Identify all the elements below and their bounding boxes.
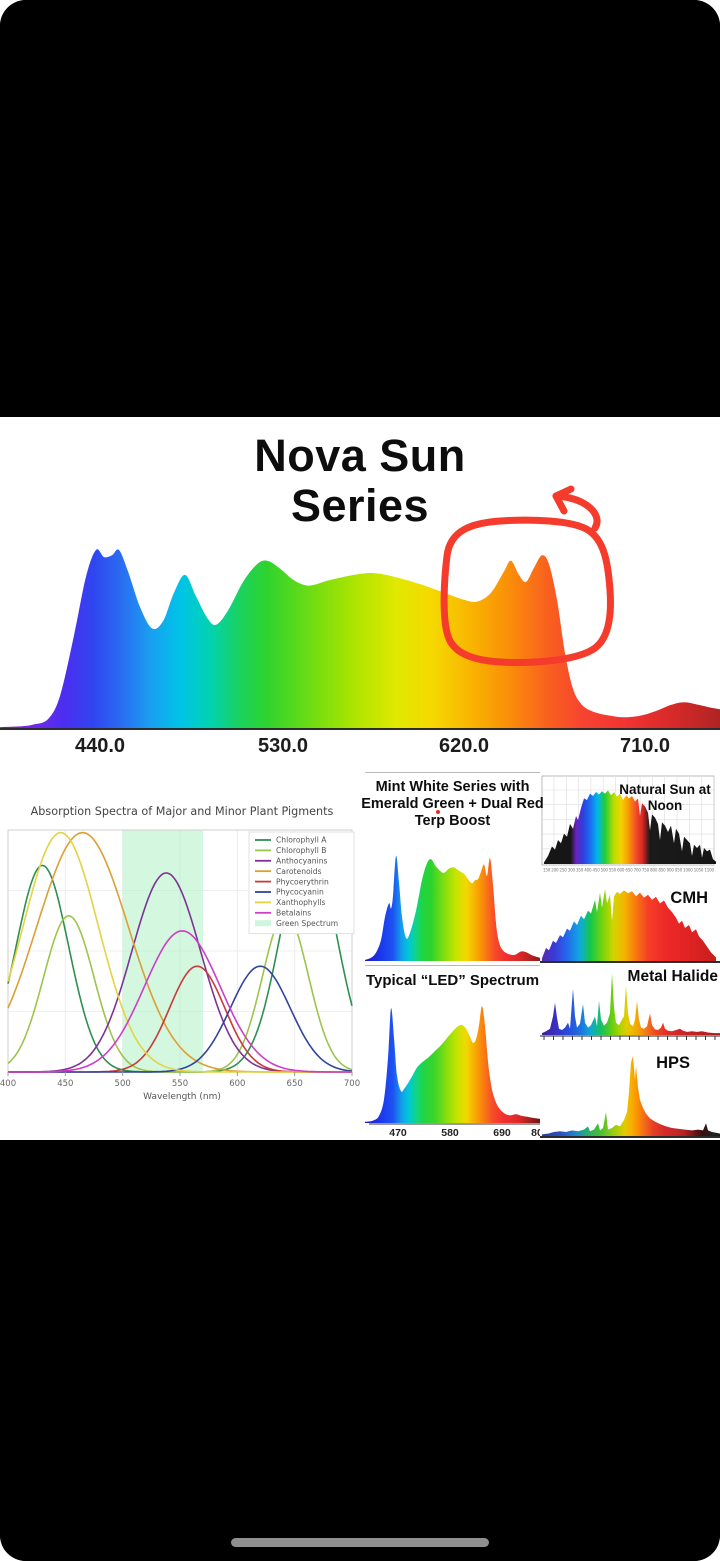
bottom-letterbox: [0, 1140, 720, 1561]
absorption-spectra-svg: Absorption Spectra of Major and Minor Pl…: [0, 805, 360, 1102]
svg-text:700: 700: [344, 1079, 360, 1089]
metal-halide-chart: Metal Halide: [540, 965, 720, 1042]
svg-text:Wavelength (nm): Wavelength (nm): [143, 1092, 221, 1102]
svg-text:Betalains: Betalains: [276, 909, 311, 918]
natural-sun-chart: Natural Sun at Noon 150 200 250 300 350 …: [540, 772, 720, 879]
sun-chart-title: Natural Sun at Noon: [610, 782, 720, 813]
sun-title-line1: Natural Sun at: [619, 782, 711, 797]
metal-halide-chart-title: Metal Halide: [627, 968, 718, 985]
hps-chart-title: HPS: [656, 1054, 690, 1072]
svg-text:Phycoerythrin: Phycoerythrin: [276, 877, 329, 886]
typical-led-spectrum-chart: Typical “LED” Spectrum 470 580 690 80: [365, 965, 540, 1140]
svg-text:470: 470: [389, 1127, 407, 1139]
svg-text:Phycocyanin: Phycocyanin: [276, 888, 324, 897]
page-title-line1: Nova Sun: [254, 430, 466, 481]
x-tick: 530.0: [257, 735, 309, 757]
cmh-chart-title: CMH: [670, 889, 708, 907]
absorption-spectra-chart: Absorption Spectra of Major and Minor Pl…: [0, 772, 365, 1140]
sun-title-line2: Noon: [647, 797, 683, 813]
mint-white-series-chart: Mint White Series with Emerald Green + D…: [361, 772, 544, 966]
cmh-spectrum-svg: [540, 889, 720, 963]
mint-title-line3: Terp Boost: [414, 813, 491, 829]
x-tick: 620.0: [438, 735, 490, 757]
nova-sun-spectrum-chart: [0, 549, 720, 730]
svg-text:400: 400: [0, 1079, 16, 1089]
svg-text:580: 580: [441, 1127, 459, 1139]
svg-text:Xanthophylls: Xanthophylls: [276, 898, 325, 907]
led-spectrum-svg: 470 580 690 80: [365, 1006, 540, 1139]
hps-spectrum-svg: [540, 1056, 720, 1138]
nova-sun-x-axis: 440.0 530.0 620.0 710.0: [0, 735, 720, 763]
mint-spectrum-svg: [365, 855, 540, 961]
mint-title-line1: Mint White Series with: [375, 779, 530, 795]
svg-text:Carotenoids: Carotenoids: [276, 867, 322, 876]
x-tick: 440.0: [74, 735, 126, 757]
page-title-line2: Series: [290, 480, 430, 531]
svg-text:650: 650: [287, 1079, 303, 1089]
x-tick: 710.0: [619, 735, 671, 757]
comparison-charts-grid: Absorption Spectra of Major and Minor Pl…: [0, 772, 720, 1140]
svg-text:150 200 250 300 350 400 450 50: 150 200 250 300 350 400 450 500 550 600 …: [543, 868, 714, 873]
top-letterbox: [0, 0, 720, 417]
svg-text:80: 80: [531, 1127, 540, 1139]
cmh-chart: CMH: [540, 879, 720, 965]
svg-text:Anthocyanins: Anthocyanins: [276, 857, 328, 866]
mint-title-line2: Emerald Green + Dual Red: [361, 796, 544, 812]
svg-text:450: 450: [57, 1079, 73, 1089]
svg-text:600: 600: [229, 1079, 245, 1089]
svg-text:550: 550: [172, 1079, 188, 1089]
page-title: Nova Sun Series: [0, 431, 720, 531]
mint-chart-title: Mint White Series with Emerald Green + D…: [359, 773, 546, 830]
svg-text:500: 500: [115, 1079, 131, 1089]
svg-text:Chlorophyll B: Chlorophyll B: [276, 846, 326, 855]
svg-text:Absorption Spectra of Major an: Absorption Spectra of Major and Minor Pl…: [31, 805, 334, 818]
hps-chart: HPS: [540, 1042, 720, 1140]
metal-halide-spectrum-svg: [540, 973, 720, 1040]
home-indicator[interactable]: [231, 1538, 489, 1547]
led-chart-title: Typical “LED” Spectrum: [365, 972, 540, 989]
red-dot-artifact: [436, 810, 440, 814]
image-content: Nova Sun Series 440.0 530.0 620.0 710.0 …: [0, 417, 720, 1140]
svg-text:690: 690: [493, 1127, 511, 1139]
sun-spectrum-svg: 150 200 250 300 350 400 450 500 550 600 …: [541, 775, 716, 873]
svg-text:Chlorophyll A: Chlorophyll A: [276, 836, 327, 845]
svg-text:Green Spectrum: Green Spectrum: [276, 919, 338, 928]
